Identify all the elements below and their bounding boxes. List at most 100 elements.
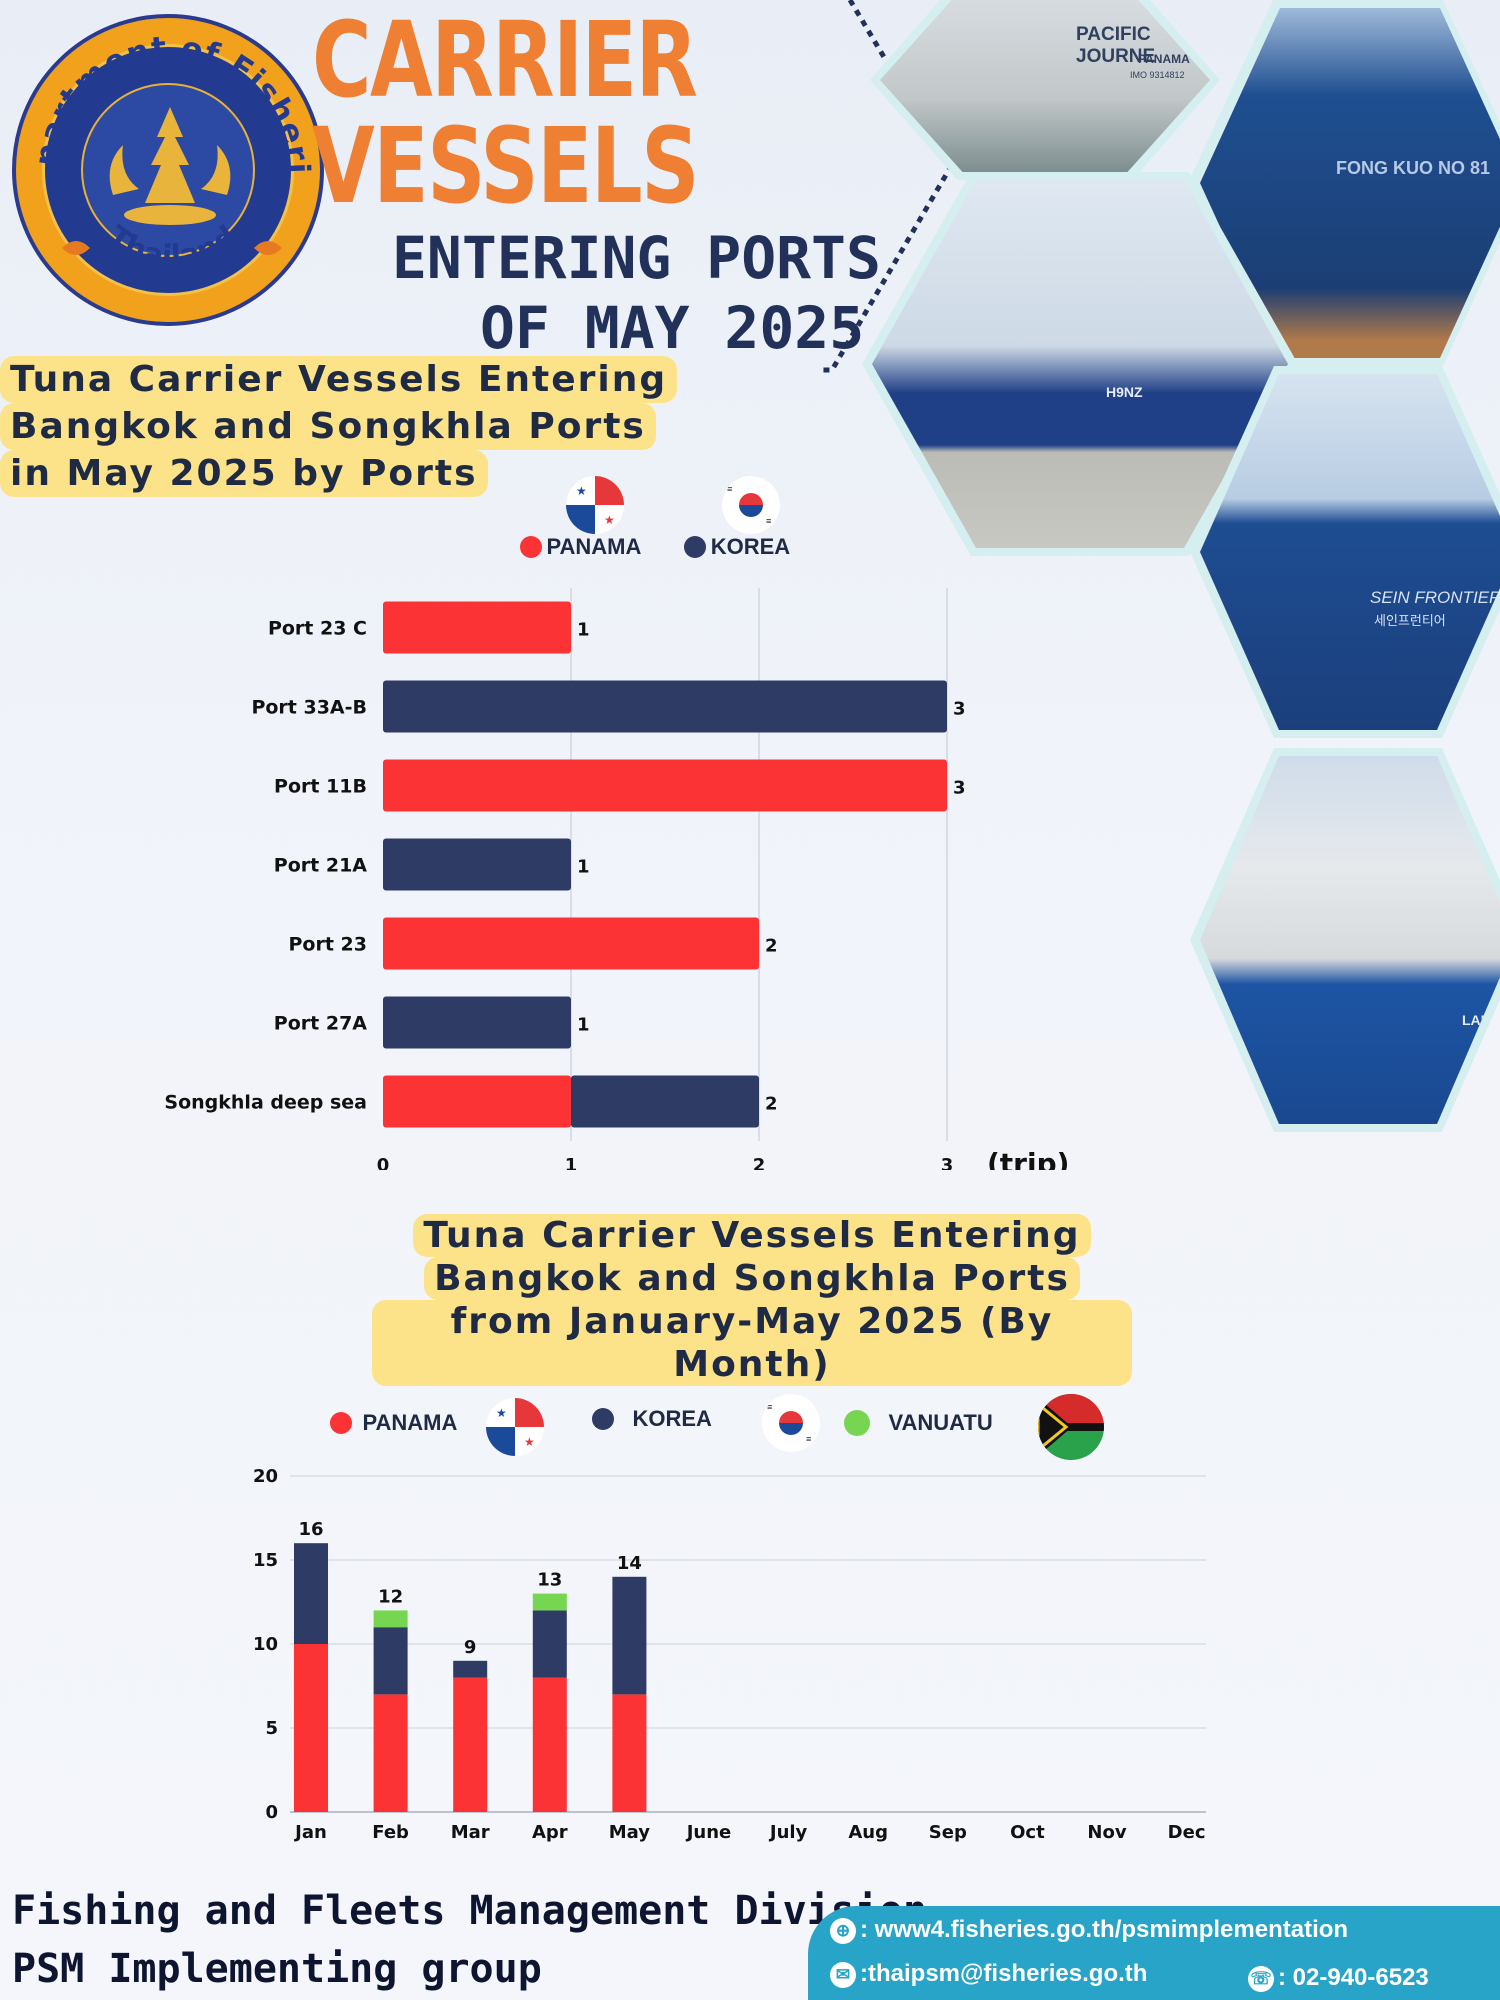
photo-sub: PANAMA [1138, 52, 1190, 66]
contact-panel: ⊕: www4.fisheries.go.th/psmimplementatio… [808, 1906, 1500, 2000]
svg-text:Thailand: Thailand [100, 219, 243, 274]
month-label: Feb [372, 1822, 409, 1843]
photo-sub: 세인프런티어 [1374, 613, 1446, 628]
panama-flag-icon: ★ ★ [566, 476, 624, 534]
data-label: 2 [765, 1094, 778, 1115]
column-vanuatu [532, 1593, 567, 1611]
bar-panama [383, 759, 947, 812]
legend-label-panama: PANAMA [546, 534, 642, 559]
month-label: Aug [848, 1822, 888, 1843]
photo-caption: FONG KUO NO 81 [1336, 158, 1491, 178]
svg-text:Department of Fisheries: Department of Fisheries [16, 18, 316, 175]
y-tick-label: 10 [253, 1634, 278, 1655]
data-label: 3 [953, 778, 966, 799]
column-panama [373, 1694, 408, 1812]
legend-label-panama: PANAMA [362, 1410, 458, 1435]
emblem-icon [109, 107, 231, 225]
legend-label-korea: KOREA [710, 534, 791, 559]
category-label: Port 33A-B [251, 697, 367, 719]
category-label: Port 23 C [268, 618, 367, 640]
email-link[interactable]: ✉:thaipsm@fisheries.go.th [830, 1960, 1147, 1988]
month-label: July [768, 1822, 808, 1843]
section2-title-line2: Bangkok and Songkhla Ports [424, 1257, 1080, 1300]
title-vessels: VESSELS [312, 105, 700, 227]
phone-link[interactable]: ☏: 02-940-6523 [1248, 1964, 1429, 1992]
month-label: Dec [1168, 1822, 1206, 1843]
panama-flag-icon: ★ ★ [486, 1398, 544, 1456]
month-label: June [685, 1822, 732, 1843]
column-vanuatu [373, 1610, 408, 1628]
phone-text: : 02-940-6523 [1278, 1964, 1429, 1991]
month-label: Apr [532, 1822, 568, 1843]
total-label: 16 [298, 1519, 323, 1540]
data-label: 3 [953, 699, 966, 720]
month-label: Jan [293, 1822, 327, 1843]
column-panama [612, 1694, 647, 1812]
ports-bar-chart: 0 1 2 3 (trip) Port 23 C 1 Port 33A-B 3 Port 11B 3… [164, 588, 1069, 1170]
photo-caption: PACIFIC JOURNE [1076, 24, 1156, 67]
ship-photo-lake: LAKE P [1200, 756, 1500, 1124]
data-label: 1 [577, 857, 590, 878]
y-tick-label: 5 [265, 1718, 278, 1739]
data-label: 2 [765, 936, 778, 957]
column-panama [294, 1644, 328, 1812]
total-label: 12 [378, 1586, 403, 1607]
data-label: 1 [577, 1015, 590, 1036]
column-korea [612, 1576, 647, 1695]
section1-title-line1: Tuna Carrier Vessels Entering [0, 356, 678, 403]
section1-title-line3: in May 2025 by Ports [0, 450, 488, 497]
section1-legend: PANAMA KOREA [520, 534, 790, 560]
category-label: Port 27A [274, 1013, 367, 1035]
column-panama [453, 1677, 488, 1812]
bar-korea [383, 680, 947, 733]
data-label: 1 [577, 620, 590, 641]
title-month: OF MAY 2025 [480, 294, 865, 362]
legend-marker [592, 1408, 614, 1430]
title-carrier: CARRIER [312, 0, 698, 121]
bar-panama [383, 1075, 571, 1128]
globe-icon: ⊕ [830, 1917, 856, 1944]
section1-title-line2: Bangkok and Songkhla Ports [0, 403, 656, 450]
section2-title-line3: from January-May 2025 (By Month) [372, 1300, 1132, 1386]
website-link[interactable]: ⊕: www4.fisheries.go.th/psmimplementatio… [830, 1916, 1348, 1944]
column-panama [532, 1677, 567, 1812]
month-label: Sep [929, 1822, 967, 1843]
section2-legend-korea: KOREA [592, 1406, 712, 1432]
footer-group: PSM Implementing group [12, 1946, 542, 1992]
title-entering-ports: ENTERING PORTS [392, 224, 881, 292]
mail-icon: ✉ [830, 1961, 856, 1988]
section2-title-line1: Tuna Carrier Vessels Entering [413, 1214, 1091, 1257]
total-label: 9 [464, 1637, 477, 1658]
email-text: :thaipsm@fisheries.go.th [860, 1960, 1148, 1987]
logo-top-text: Department of Fisheries [16, 18, 315, 175]
column-korea [532, 1610, 567, 1678]
vanuatu-flag-icon [1038, 1394, 1104, 1460]
column-korea [453, 1660, 488, 1678]
total-label: 13 [537, 1570, 562, 1591]
legend-label-korea: KOREA [632, 1406, 712, 1431]
category-label: Port 11B [274, 776, 367, 798]
legend-marker [520, 536, 542, 558]
legend-marker [844, 1410, 870, 1436]
bar-korea [571, 1075, 759, 1128]
section2-title: Tuna Carrier Vessels Entering Bangkok an… [372, 1214, 1132, 1386]
photo-caption: SEIN FRONTIER [1370, 588, 1500, 607]
y-tick-label: 15 [253, 1550, 278, 1571]
month-label: Nov [1087, 1822, 1126, 1843]
y-tick-label: 0 [265, 1802, 278, 1823]
y-tick-label: 20 [253, 1466, 278, 1487]
column-korea [373, 1627, 408, 1695]
x-tick-label: 3 [941, 1155, 954, 1170]
website-text: : www4.fisheries.go.th/psmimplementation [860, 1916, 1349, 1943]
phone-icon: ☏ [1248, 1965, 1274, 1992]
korea-flag-icon: ≡ ≡ [762, 1394, 820, 1452]
month-label: Mar [451, 1822, 490, 1843]
category-label: Port 23 [289, 934, 368, 956]
bar-panama [383, 917, 759, 970]
x-axis-label: (trip) [987, 1147, 1069, 1170]
month-label: May [609, 1822, 651, 1843]
logo-bottom-text: Thailand [100, 219, 243, 274]
legend-label-vanuatu: VANUATU [888, 1410, 993, 1435]
category-label: Songkhla deep sea [164, 1092, 367, 1114]
x-tick-label: 2 [753, 1155, 766, 1170]
